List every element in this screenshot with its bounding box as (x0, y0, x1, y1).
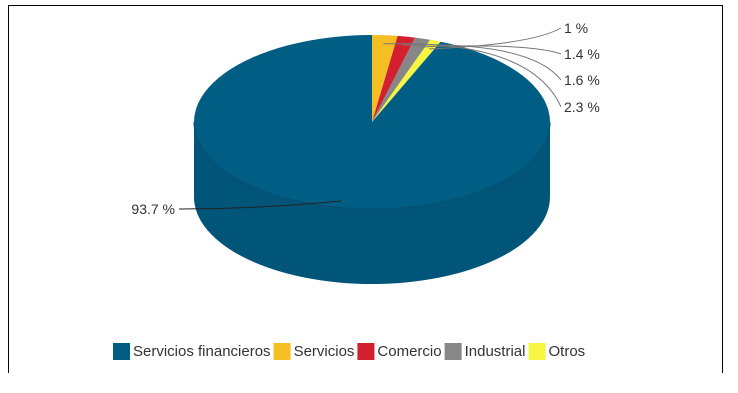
leader-line-servicios (383, 43, 562, 108)
leader-line-otros (429, 27, 562, 50)
legend-swatch-otros (528, 343, 546, 360)
pie-slice-servicios-financieros (194, 34, 551, 210)
pie-slice-otros (372, 39, 441, 123)
legend-label-otros: Otros (548, 343, 585, 360)
data-label-otros: 1 % (564, 20, 588, 36)
legend: Servicios financieros Servicios Comercio In… (113, 343, 585, 360)
legend-label-servicios: Servicios (294, 343, 355, 360)
data-label-servicios: 2.3 % (564, 99, 600, 115)
data-label-servicios-financieros: 93.7 % (131, 201, 175, 217)
pie-side-servicios-financieros (194, 122, 550, 284)
pie-slice-comercio (372, 35, 416, 123)
legend-label-comercio: Comercio (377, 343, 441, 360)
data-label-comercio: 1.6 % (564, 72, 600, 88)
pie-slice-servicios (372, 35, 398, 122)
legend-swatch-servicios-financieros (113, 343, 130, 360)
legend-label-industrial: Industrial (465, 343, 526, 360)
pie-chart: 2.3 % 1.6 % 1.4 % 1 % 93.7 % Servicios financ… (113, 20, 600, 360)
legend-swatch-servicios (273, 343, 291, 360)
legend-swatch-comercio (357, 343, 375, 360)
leader-line-industrial (417, 45, 562, 55)
leader-line-servicios-financieros (178, 200, 342, 210)
chart-frame: 2.3 % 1.6 % 1.4 % 1 % 93.7 % Servicios financ… (8, 5, 723, 373)
pie-slice-industrial (372, 37, 431, 123)
leader-line-comercio (402, 44, 562, 81)
legend-label-servicios-financieros: Servicios financieros (133, 343, 271, 360)
pie-rim (193, 121, 551, 210)
data-label-industrial: 1.4 % (564, 46, 600, 62)
legend-swatch-industrial (444, 343, 462, 360)
